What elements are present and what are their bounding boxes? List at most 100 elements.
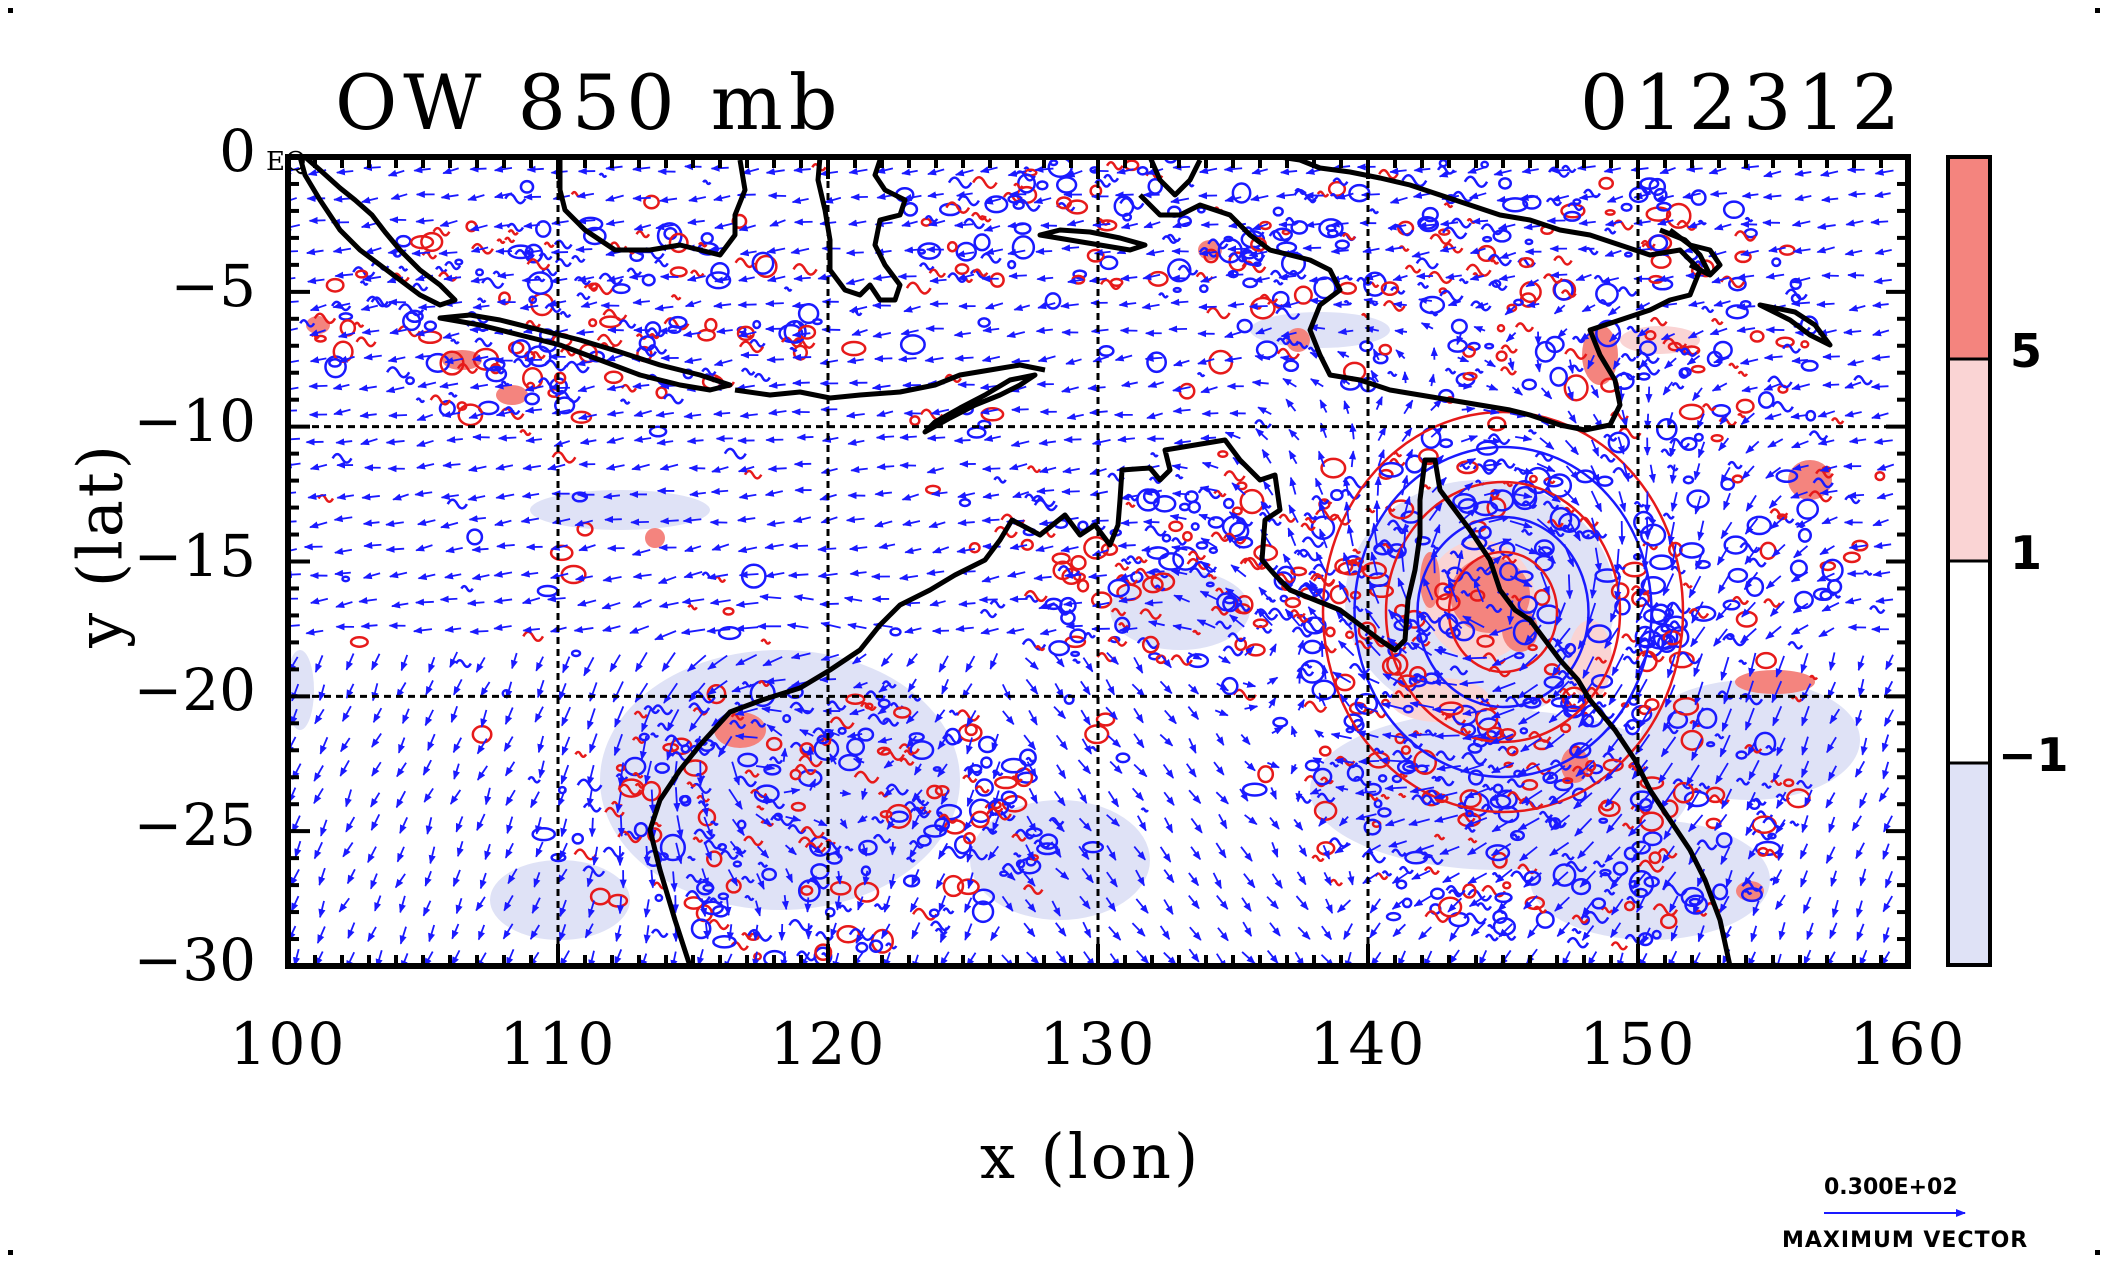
ow-contour [829,716,855,730]
ow-contour [860,702,877,712]
wind-vector [792,516,812,524]
ow-contour [1655,417,1678,441]
wind-vector [1108,926,1122,941]
ow-contour [1378,468,1394,480]
ow-contour [1622,561,1648,578]
ow-contour [1184,490,1199,504]
ow-contour [531,826,557,842]
ow-contour [1259,293,1279,304]
ow-contour [1524,238,1534,246]
wind-vector [1686,354,1701,366]
wind-vector [385,520,404,528]
wind-vector [529,791,540,809]
x-tick-label: 130 [1039,1010,1157,1078]
wind-vector [1384,784,1407,792]
wind-vector [318,867,326,886]
ow-contour [543,359,568,372]
wind-vector [954,354,974,362]
wind-vector [535,841,544,858]
ow-contour [1291,613,1309,623]
wind-vector [711,466,729,473]
wind-vector [395,790,407,809]
wind-vector [1817,410,1836,418]
wind-vector [1244,704,1259,712]
wind-vector [983,434,1001,442]
ow-contour [1368,708,1387,719]
ow-contour [899,334,926,356]
wind-vector [1055,950,1068,965]
wind-vector [336,493,355,501]
wind-vector [1884,680,1894,697]
wind-vector [684,300,702,308]
wind-vector [411,249,431,257]
ow-contour [1066,199,1089,215]
ow-contour [687,604,698,611]
wind-vector [1720,656,1730,681]
wind-vector [614,925,622,943]
wind-vector [873,520,893,528]
wind-vector [391,601,409,609]
wind-vector [1360,191,1380,199]
ow-contour [1241,782,1268,797]
wind-vector [1136,815,1147,832]
ow-contour [1168,520,1184,533]
wind-vector [979,166,998,174]
wind-vector [713,359,733,367]
wind-vector [1063,436,1082,444]
wind-vector [388,411,408,419]
wind-vector [938,655,949,673]
wind-vector [1241,897,1252,912]
ow-contour [653,821,662,828]
ow-contour [1140,807,1149,813]
wind-vector [387,169,405,177]
ow-contour [1207,238,1229,250]
ow-contour [1231,506,1243,516]
ow-contour [1603,888,1616,896]
ow-contour [1095,712,1116,727]
ow-contour [1392,526,1407,535]
wind-vector [965,655,976,673]
wind-vector [1055,734,1068,751]
wind-vector [1035,545,1054,553]
wind-vector [371,732,382,748]
wind-vector [1687,300,1705,308]
wind-vector [1553,304,1566,315]
wind-vector [1295,895,1309,911]
wind-vector [1297,926,1311,940]
ow-contour [1484,933,1499,942]
ow-contour [1415,257,1439,270]
wind-vector [1172,163,1191,171]
wind-vector [1670,492,1678,512]
wind-vector [1447,299,1461,307]
wind-vector [616,896,625,915]
wind-vector [1090,517,1109,525]
wind-vector [1082,921,1092,939]
wind-vector [1791,383,1811,391]
wind-vector [1816,300,1835,308]
wind-vector [547,463,566,471]
wind-vector [1055,922,1067,937]
wind-vector [471,545,489,553]
wind-vector [364,247,382,255]
ow-contour [1498,177,1513,190]
wind-vector [953,221,974,229]
wind-vector [1401,370,1410,384]
wind-vector [1876,492,1894,500]
ow-contour [1427,270,1454,285]
ow-contour [1421,794,1443,806]
wind-vector [1218,655,1231,664]
wind-vector [1883,709,1895,727]
ow-contour [1055,176,1078,194]
wind-vector [981,355,1001,363]
colorbar-band [1946,357,1992,563]
wind-vector [338,897,350,913]
ow-contour [1644,698,1660,711]
ow-contour [813,737,840,761]
ow-contour [1560,289,1577,298]
wind-vector [1643,517,1652,541]
wind-vector [455,816,464,833]
ow-contour [1038,833,1059,850]
wind-vector [1792,247,1811,255]
wind-vector [1061,487,1080,496]
wind-vector [1872,570,1891,578]
